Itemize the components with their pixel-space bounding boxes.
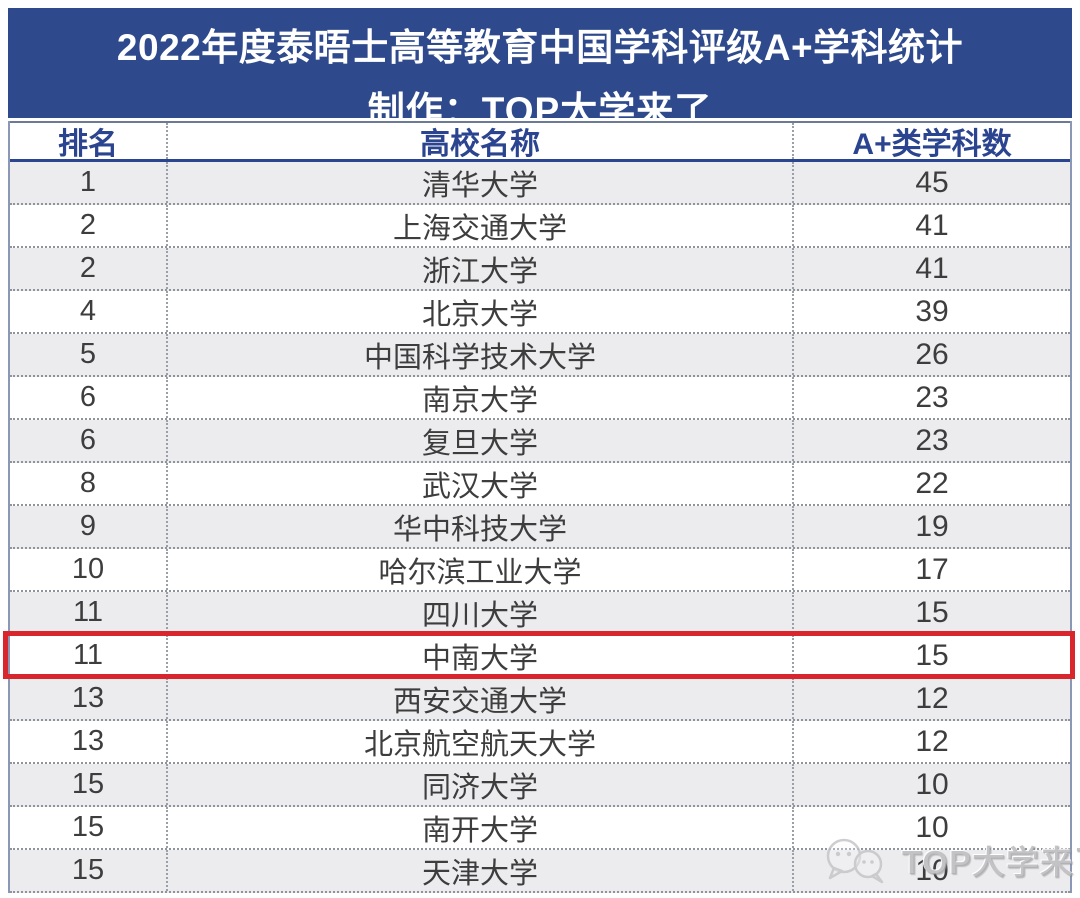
page-title: 2022年度泰晤士高等教育中国学科评级A+学科统计 (116, 27, 964, 68)
table-row: 9 华中科技大学 19 (10, 506, 1070, 549)
table-row: 15 同济大学 10 (10, 764, 1070, 807)
subject-count-cell: 15 (915, 638, 949, 672)
university-name-cell: 清华大学 (166, 162, 794, 203)
subject-count-cell: 12 (915, 724, 949, 758)
title-banner: 2022年度泰晤士高等教育中国学科评级A+学科统计 制作：TOP大学来了 (8, 8, 1072, 131)
subject-count-cell: 23 (915, 423, 949, 457)
university-name-cell: 中南大学 (166, 635, 794, 676)
rank-cell: 11 (72, 596, 104, 628)
university-name-cell: 北京航空航天大学 (166, 721, 794, 762)
university-name-cell: 华中科技大学 (166, 506, 794, 547)
table-row: 13 北京航空航天大学 12 (10, 721, 1070, 764)
university-name-cell: 南开大学 (166, 807, 794, 848)
rank-cell: 15 (71, 854, 105, 886)
university-name-cell: 北京大学 (166, 291, 794, 332)
university-name-cell: 南京大学 (166, 377, 794, 418)
rank-cell: 1 (79, 166, 97, 198)
rank-cell: 9 (79, 510, 97, 542)
rank-cell: 6 (79, 424, 97, 456)
university-name-cell: 复旦大学 (166, 420, 794, 461)
subject-count-cell: 41 (915, 251, 949, 285)
table-row: 6 南京大学 23 (10, 377, 1070, 420)
table-row: 4 北京大学 39 (10, 291, 1070, 334)
university-name-cell: 武汉大学 (166, 463, 794, 504)
table-row: 6 复旦大学 23 (10, 420, 1070, 463)
rank-cell: 2 (79, 252, 97, 284)
subject-count-cell: 22 (915, 466, 949, 500)
table-row: 15 天津大学 10 (10, 850, 1070, 893)
university-name-cell: 哈尔滨工业大学 (166, 549, 794, 590)
table-row: 11 四川大学 15 (10, 592, 1070, 635)
table-row: 13 西安交通大学 12 (10, 678, 1070, 721)
subject-count-cell: 10 (915, 810, 949, 844)
subject-count-cell: 26 (915, 337, 949, 371)
subject-count-cell: 15 (915, 595, 949, 629)
rank-cell: 13 (71, 725, 105, 757)
university-name-cell: 四川大学 (166, 592, 794, 633)
ranking-table: 排名 高校名称 A+类学科数 1 清华大学 45 2 上海交通大学 41 2 浙… (3, 121, 1075, 893)
rank-cell: 5 (79, 338, 97, 370)
rank-cell: 6 (79, 381, 97, 413)
table-row: 15 南开大学 10 (10, 807, 1070, 850)
subject-count-cell: 45 (915, 165, 949, 199)
rank-cell: 13 (71, 682, 105, 714)
university-name-cell: 中国科学技术大学 (166, 334, 794, 375)
column-header-university: 高校名称 (166, 123, 794, 159)
rank-cell: 10 (71, 553, 105, 585)
table-row: 11 中南大学 15 (3, 631, 1075, 679)
subject-count-cell: 10 (915, 853, 949, 887)
subject-count-cell: 12 (915, 681, 949, 715)
university-name-cell: 西安交通大学 (166, 678, 794, 719)
rank-cell: 15 (71, 768, 105, 800)
subject-count-cell: 19 (915, 509, 949, 543)
subject-count-cell: 23 (915, 380, 949, 414)
table-header-row: 排名 高校名称 A+类学科数 (10, 121, 1070, 162)
subject-count-cell: 10 (915, 767, 949, 801)
university-name-cell: 同济大学 (166, 764, 794, 805)
table-row: 5 中国科学技术大学 26 (10, 334, 1070, 377)
table-row: 2 浙江大学 41 (10, 248, 1070, 291)
subject-count-cell: 41 (915, 208, 949, 242)
rank-cell: 8 (79, 467, 97, 499)
table-row: 1 清华大学 45 (10, 162, 1070, 205)
university-name-cell: 浙江大学 (166, 248, 794, 289)
subject-count-cell: 39 (915, 294, 949, 328)
table-row: 10 哈尔滨工业大学 17 (10, 549, 1070, 592)
rank-cell: 15 (71, 811, 105, 843)
table-body: 1 清华大学 45 2 上海交通大学 41 2 浙江大学 41 4 北京大学 3… (3, 162, 1075, 893)
university-name-cell: 上海交通大学 (166, 205, 794, 246)
column-header-subject-count: A+类学科数 (852, 128, 1012, 159)
rank-cell: 2 (79, 209, 97, 241)
table-row: 8 武汉大学 22 (10, 463, 1070, 506)
table-row: 2 上海交通大学 41 (10, 205, 1070, 248)
university-name-cell: 天津大学 (166, 850, 794, 891)
column-header-rank: 排名 (58, 128, 118, 159)
rank-cell: 4 (79, 295, 97, 327)
rank-cell: 11 (72, 639, 104, 671)
subject-count-cell: 17 (915, 552, 949, 586)
